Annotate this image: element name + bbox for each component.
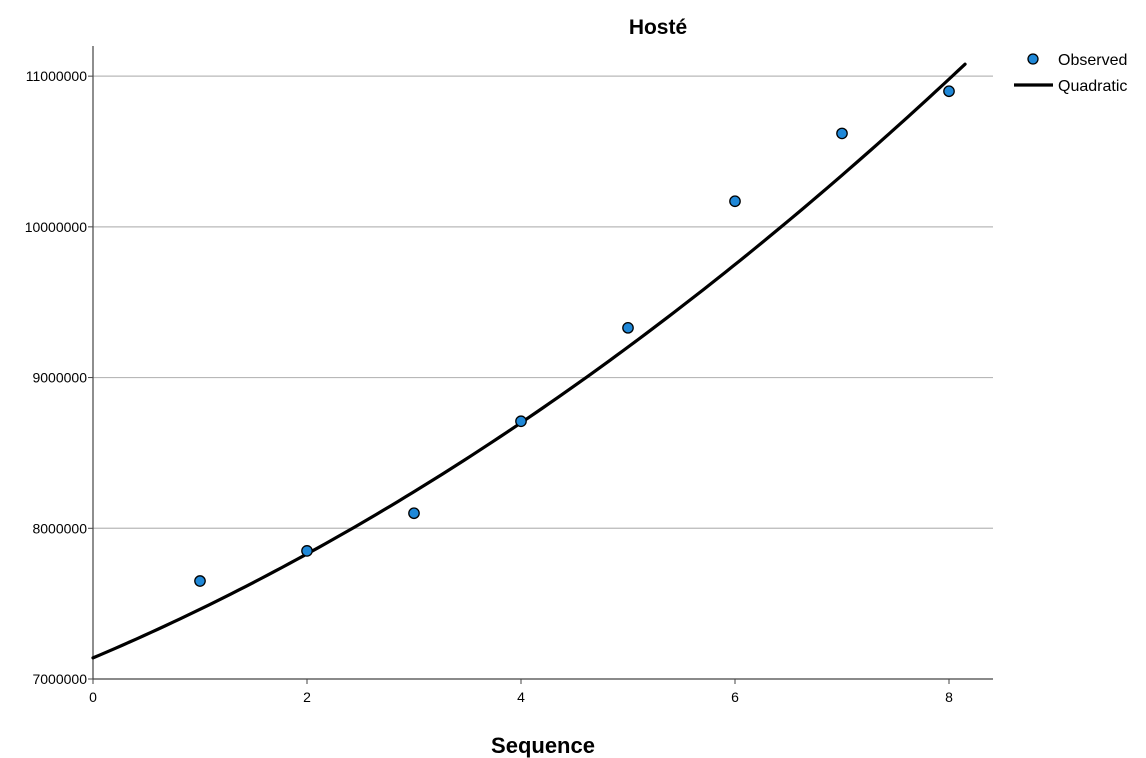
legend-observed-marker	[1027, 53, 1039, 65]
observed-point	[622, 321, 634, 334]
observed-point	[408, 507, 420, 520]
y-tick-label-4: 11000000	[26, 68, 87, 84]
y-tick-label-0: 7000000	[32, 671, 87, 687]
x-tick-label-1: 2	[303, 689, 311, 705]
observed-point	[836, 127, 848, 140]
gridlines	[93, 75, 993, 529]
chart-title: Hosté	[629, 16, 687, 39]
x-tick-label-4: 8	[945, 689, 953, 705]
observed-point	[515, 415, 527, 428]
tick-labels: 7000000 8000000 9000000 10000000 11000000 0 2 4…	[25, 68, 953, 705]
fit-line-layer	[91, 62, 967, 660]
legend-observed-label: Observed	[1058, 52, 1127, 69]
quadratic-fit-line	[91, 62, 967, 660]
observed-point	[729, 195, 741, 208]
y-tick-label-1: 8000000	[32, 520, 87, 536]
axes	[88, 46, 993, 684]
x-axis-label: Sequence	[491, 733, 595, 758]
y-tick-label-2: 9000000	[32, 370, 87, 386]
x-tick-label-0: 0	[89, 689, 97, 705]
legend: Observed Quadratic	[1014, 52, 1127, 95]
observed-point	[301, 545, 313, 557]
y-tick-label-3: 10000000	[25, 219, 88, 235]
observed-point	[943, 85, 955, 98]
legend-quadratic-label: Quadratic	[1058, 78, 1127, 95]
observed-points	[194, 85, 955, 587]
x-tick-label-3: 6	[731, 689, 739, 705]
observed-point	[194, 575, 206, 587]
x-tick-label-2: 4	[517, 689, 525, 705]
